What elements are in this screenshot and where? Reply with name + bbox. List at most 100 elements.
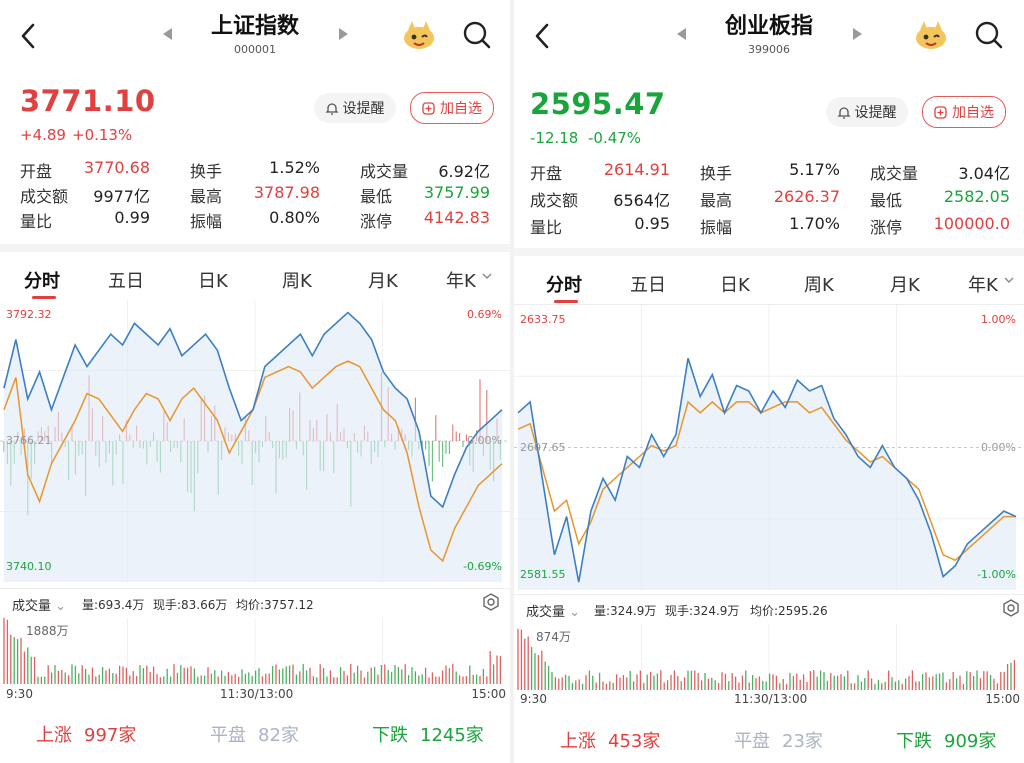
stat-value: 2614.91 (603, 160, 670, 179)
back-arrow-icon[interactable] (532, 22, 554, 50)
volume-chart (3, 617, 502, 684)
volume-selector[interactable]: 成交量 ⌄ (526, 601, 580, 620)
header: 上证指数 000001 (0, 0, 510, 70)
mascot-icon[interactable] (402, 18, 436, 52)
stat-value: 1.70% (789, 214, 840, 233)
advancers-label: 上涨 (560, 731, 596, 752)
time-mid: 11:30/13:00 (734, 692, 808, 706)
set-reminder-button[interactable]: 设提醒 (826, 97, 908, 127)
price-area (4, 312, 502, 582)
stock-panel-0: 上证指数 000001 3771.10 +4.89 +0.13% 设提醒 加自选 开盘 3770… (0, 0, 510, 763)
volume-selector-label: 成交量 (12, 599, 52, 614)
axis-mid-pct: 0.00% (981, 440, 1016, 454)
market-breadth: 上涨 453家 平盘 23家 下跌 909家 (514, 727, 1024, 763)
current-price: 3771.10 (20, 84, 156, 118)
volume-current: 现手:83.66万 (153, 598, 228, 612)
chart-tabs: 分时 五日 日K 周K 月K 年K (0, 258, 510, 302)
time-end: 15:00 (471, 687, 506, 701)
decliners-count: 1245家 (420, 725, 484, 746)
axis-bottom-pct: -1.00% (977, 568, 1016, 581)
volume-avg-price: 均价:2595.26 (750, 604, 828, 618)
tab-3[interactable]: 周K (282, 271, 312, 292)
stat-value: 3770.68 (83, 158, 150, 177)
stat-label: 量比 (530, 218, 563, 237)
decliners-label: 下跌 (372, 725, 408, 746)
current-price: 2595.47 (530, 87, 666, 121)
tab-1[interactable]: 五日 (630, 275, 666, 296)
tab-5[interactable]: 年K (968, 275, 998, 296)
volume-max-label: 874万 (536, 630, 571, 644)
axis-bottom-pct: -0.69% (463, 560, 502, 573)
unchanged-count: 23家 (782, 731, 823, 752)
advancers-label: 上涨 (36, 725, 72, 746)
add-watchlist-label: 加自选 (952, 105, 994, 121)
tab-0[interactable]: 分时 (24, 271, 60, 292)
tab-3[interactable]: 周K (804, 275, 834, 296)
stat-label: 开盘 (530, 164, 563, 183)
tab-1[interactable]: 五日 (108, 271, 144, 292)
search-icon[interactable] (974, 20, 1004, 50)
price-change-pct: +0.13% (72, 126, 133, 144)
stat-value: 1.52% (269, 158, 320, 177)
axis-bottom-price: 3740.10 (6, 560, 52, 573)
axis-mid-price: 3766.21 (6, 434, 52, 447)
stat-value: 2626.37 (773, 187, 840, 206)
time-end: 15:00 (985, 692, 1020, 706)
time-mid: 11:30/13:00 (220, 687, 294, 701)
tab-2[interactable]: 日K (198, 271, 228, 292)
time-start: 9:30 (520, 692, 547, 706)
stat-value: 6564亿 (613, 191, 670, 210)
bell-icon (324, 102, 339, 115)
panel-divider (510, 0, 514, 763)
axis-top-pct: 1.00% (981, 313, 1016, 326)
next-index-arrow-icon[interactable] (853, 28, 862, 40)
tab-4[interactable]: 月K (890, 275, 920, 296)
stat-value: 0.80% (269, 208, 320, 227)
tabs-divider (514, 304, 1024, 305)
chart-tabs: 分时 五日 日K 周K 月K 年K (514, 262, 1024, 306)
add-watchlist-button[interactable]: 加自选 (922, 96, 1006, 128)
stock-panel-1: 创业板指 399006 2595.47 -12.18 -0.47% 设提醒 加自选 开盘 261… (514, 0, 1024, 763)
time-start: 9:30 (6, 687, 33, 701)
volume-info-bar: 成交量 ⌄ 量:693.4万 现手:83.66万 均价:3757.12 (0, 588, 510, 616)
stat-label: 换手 (700, 164, 733, 183)
plus-square-icon (934, 105, 947, 119)
volume-chart (517, 624, 1016, 690)
stat-value: 0.95 (634, 214, 670, 233)
tab-2[interactable]: 日K (720, 275, 750, 296)
stat-label: 换手 (190, 162, 223, 181)
volume-selector-label: 成交量 (526, 605, 566, 620)
volume-info-bar: 成交量 ⌄ 量:324.9万 现手:324.9万 均价:2595.26 (514, 594, 1024, 622)
intraday-chart (0, 300, 510, 582)
price-change: +4.89 (20, 126, 66, 144)
search-icon[interactable] (462, 20, 492, 50)
section-separator (0, 244, 510, 252)
stat-value: 3.04亿 (958, 164, 1010, 183)
add-watchlist-button[interactable]: 加自选 (410, 92, 494, 124)
intraday-chart (514, 305, 1024, 590)
next-index-arrow-icon[interactable] (339, 28, 348, 40)
stat-label: 成交额 (20, 187, 69, 206)
chevron-down-icon: ⌄ (565, 605, 581, 620)
price-change-pct: -0.47% (588, 129, 642, 147)
advancers-count: 453家 (608, 731, 661, 752)
stat-label: 最低 (360, 187, 393, 206)
back-arrow-icon[interactable] (18, 22, 40, 50)
volume-selector[interactable]: 成交量 ⌄ (12, 595, 66, 614)
axis-top-price: 3792.32 (6, 308, 52, 321)
prev-index-arrow-icon[interactable] (163, 28, 172, 40)
mascot-icon[interactable] (914, 18, 948, 52)
tab-0[interactable]: 分时 (546, 275, 582, 296)
stat-label: 成交量 (870, 164, 919, 183)
tab-4[interactable]: 月K (368, 271, 398, 292)
index-title: 创业板指 (724, 14, 813, 39)
volume-max-label: 1888万 (26, 624, 69, 638)
stat-label: 最低 (870, 191, 903, 210)
set-reminder-button[interactable]: 设提醒 (314, 93, 396, 123)
volume-amount: 量:324.9万 (594, 604, 657, 618)
stat-value: 3787.98 (253, 183, 320, 202)
tab-5[interactable]: 年K (446, 271, 476, 292)
prev-index-arrow-icon[interactable] (677, 28, 686, 40)
avg-price-line (517, 400, 1016, 562)
stat-label: 振幅 (700, 218, 733, 237)
